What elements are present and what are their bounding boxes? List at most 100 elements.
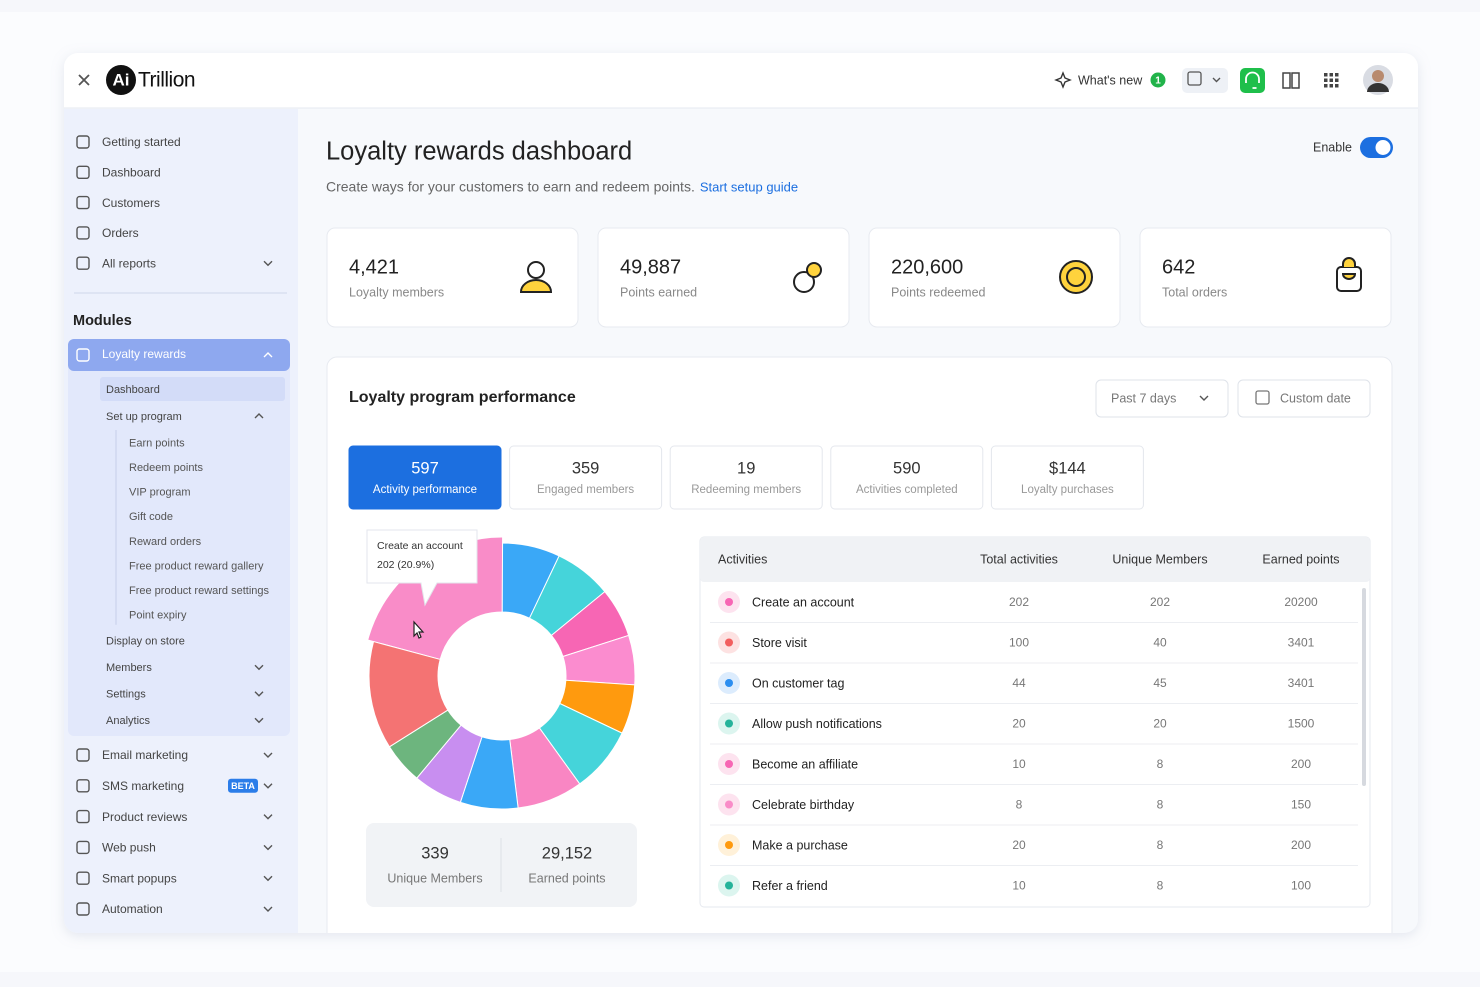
tab[interactable] [509, 445, 663, 510]
submenu-item[interactable]: Display on store [106, 636, 185, 648]
module-item[interactable]: Loyalty rewards [102, 347, 186, 361]
donut-segment[interactable] [368, 640, 449, 748]
support-button[interactable] [1240, 68, 1265, 93]
nav-icon [76, 779, 90, 793]
activity-name: Create an account [752, 595, 855, 609]
tab[interactable] [348, 445, 502, 510]
submenu-item[interactable]: Members [106, 662, 152, 674]
submenu-child[interactable]: Free product reward settings [129, 585, 270, 597]
cell: 8 [1157, 798, 1164, 812]
avatar-body [1367, 83, 1389, 92]
stat-card [868, 227, 1121, 328]
submenu-item[interactable]: Settings [106, 689, 146, 701]
tab-label: Engaged members [537, 484, 634, 496]
language-icon [1187, 71, 1202, 86]
tab-label: Loyalty purchases [1021, 484, 1114, 496]
nav-icon [76, 902, 90, 916]
custom-date[interactable] [1237, 379, 1371, 418]
table-header [700, 537, 1370, 582]
stat-icon [1066, 267, 1086, 287]
book-icon[interactable] [1282, 72, 1300, 89]
nav-icon [76, 135, 90, 149]
tab-value: 597 [411, 459, 439, 477]
module-item[interactable]: Automation [102, 902, 163, 916]
toggle-knob [1375, 140, 1391, 155]
cell: 20 [1012, 717, 1026, 731]
submenu-child[interactable]: VIP program [129, 487, 191, 499]
submenu-child[interactable]: Earn points [129, 437, 185, 449]
stat-icon [527, 261, 545, 279]
nav-item[interactable]: Customers [102, 196, 160, 210]
avatar-face [1372, 70, 1384, 82]
logo-text: Ai [113, 70, 130, 89]
cell: 100 [1009, 636, 1029, 650]
enable-label: Enable [1313, 140, 1352, 154]
whats-new[interactable]: What's new [1078, 73, 1143, 87]
apps-icon[interactable] [1324, 73, 1339, 88]
summary-value: 339 [421, 844, 449, 862]
chevron [263, 875, 273, 882]
cell: 8 [1157, 838, 1164, 852]
column-header: Unique Members [1112, 552, 1207, 566]
nav-item[interactable]: Getting started [102, 135, 181, 149]
range-select[interactable] [1095, 379, 1229, 418]
chevron [254, 717, 264, 724]
setup-link[interactable]: Start setup guide [700, 179, 798, 194]
module-item[interactable]: Product reviews [102, 810, 187, 824]
chevron [263, 352, 273, 358]
tab-label: Activities completed [856, 484, 958, 496]
submenu-item[interactable]: Set up program [106, 411, 182, 423]
module-item[interactable]: SMS marketing [102, 779, 184, 793]
section-title: Loyalty program performance [349, 389, 576, 406]
activity-name: Store visit [752, 636, 807, 650]
range-value: Past 7 days [1111, 391, 1176, 405]
nav-item[interactable]: Dashboard [102, 165, 161, 179]
nav-icon [76, 840, 90, 855]
module-item[interactable]: Smart popups [102, 871, 177, 885]
stat-label: Points redeemed [891, 285, 986, 299]
close-icon[interactable] [78, 74, 90, 86]
chevron [263, 752, 273, 758]
chevron [263, 814, 273, 820]
submenu-child[interactable]: Redeem points [129, 462, 203, 474]
chevron [263, 844, 273, 851]
tab[interactable] [830, 445, 984, 510]
chevron [263, 783, 273, 789]
chevron [254, 413, 264, 419]
chevron [1199, 395, 1209, 401]
activity-icon-dot [725, 881, 733, 890]
page-title: Loyalty rewards dashboard [326, 138, 632, 166]
cell: 8 [1016, 798, 1023, 812]
tab-value: $144 [1049, 459, 1086, 477]
stat-label: Total orders [1162, 285, 1227, 299]
tooltip [366, 529, 478, 607]
nav-icon [76, 348, 90, 362]
activity-name: Celebrate birthday [752, 798, 855, 812]
submenu-active [100, 377, 285, 401]
submenu-item[interactable]: Dashboard [106, 384, 160, 396]
module-item[interactable]: Web push [102, 841, 156, 855]
nav-item[interactable]: Orders [102, 226, 139, 240]
submenu-item[interactable]: Analytics [106, 715, 151, 727]
chevron [254, 691, 264, 697]
module-active[interactable] [68, 339, 290, 371]
language-button[interactable] [1182, 68, 1228, 93]
cell: 8 [1157, 757, 1164, 771]
submenu-child[interactable]: Free product reward gallery [129, 560, 264, 572]
tab[interactable] [990, 445, 1144, 510]
cell: 3401 [1288, 636, 1315, 650]
chevron [254, 664, 264, 671]
tab[interactable] [669, 445, 823, 510]
tooltip-title: Create an account [377, 540, 463, 552]
cell: 44 [1012, 676, 1026, 690]
submenu-child[interactable]: Gift code [129, 511, 173, 523]
submenu-child[interactable]: Point expiry [129, 610, 187, 622]
submenu-child[interactable]: Reward orders [129, 536, 202, 548]
cell: 200 [1291, 757, 1311, 771]
cell: 202 [1150, 595, 1170, 609]
cell: 45 [1153, 676, 1167, 690]
nav-icon [76, 748, 90, 762]
module-item[interactable]: Email marketing [102, 748, 188, 762]
nav-item[interactable]: All reports [102, 256, 156, 270]
